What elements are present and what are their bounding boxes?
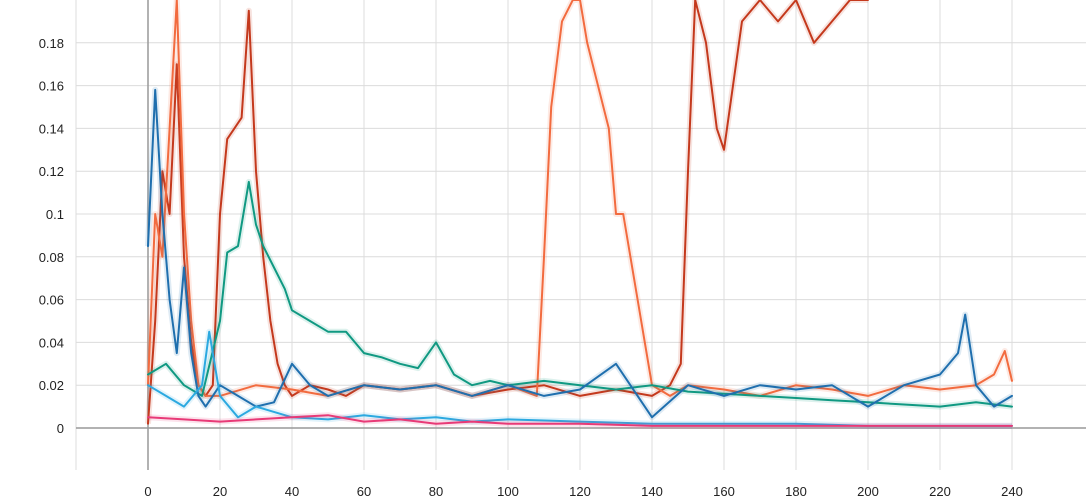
tick-labels: 0 20 40 60 80 100 120 140 160 180 200 220 240 0 0.02 0.… [39,36,1023,499]
series-lines [145,0,1015,429]
x-tick-label: 40 [285,484,299,499]
series-line [147,0,1013,397]
x-tick-label: 20 [213,484,227,499]
series-line [147,330,1013,427]
y-tick-label: 0.04 [39,335,64,350]
x-tick-label: 0 [144,484,151,499]
y-tick-label: 0.18 [39,36,64,51]
series-line [147,88,1013,419]
x-tick-label: 120 [569,484,591,499]
x-tick-label: 80 [429,484,443,499]
series-line [147,414,1013,427]
y-tick-label: 0.06 [39,293,64,308]
x-tick-label: 160 [713,484,735,499]
y-tick-label: 0.16 [39,79,64,94]
x-tick-label: 180 [785,484,807,499]
axes [75,0,1086,470]
y-tick-label: 0.1 [46,207,64,222]
x-tick-label: 200 [857,484,879,499]
y-tick-label: 0.08 [39,250,64,265]
x-tick-label: 220 [929,484,951,499]
y-tick-label: 0 [57,421,64,436]
grid-lines [76,0,1086,470]
x-tick-label: 240 [1001,484,1023,499]
x-tick-label: 140 [641,484,663,499]
y-tick-label: 0.02 [39,378,64,393]
y-tick-label: 0.12 [39,164,64,179]
x-tick-label: 60 [357,484,371,499]
x-tick-label: 100 [497,484,519,499]
y-tick-label: 0.14 [39,121,64,136]
series-line [147,180,1013,408]
